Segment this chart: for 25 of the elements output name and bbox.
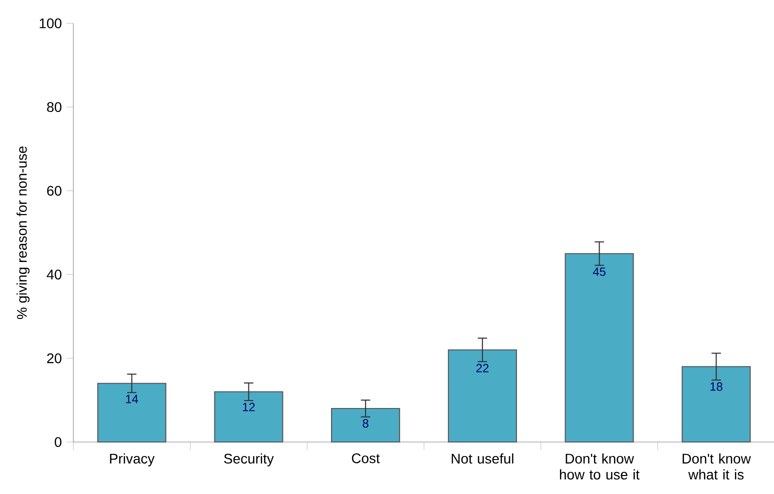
x-tick-label: Don't know what it is [682,453,751,480]
y-tick-label: 60 [47,186,62,196]
bar [564,253,634,443]
y-tick-label: 40 [46,270,62,280]
x-tick-label: Don't know how to use it [560,453,640,480]
x-tick-label: Privacy [110,453,155,466]
x-tick-label: Cost [352,453,380,464]
x-tick-label: Not useful [452,453,514,464]
bar [331,408,400,443]
data-label: 18 [710,382,722,391]
y-tick-label: 80 [47,102,62,112]
data-label: 12 [242,402,255,412]
y-tick-label: 0 [54,437,62,447]
y-axis-title: % giving reason for non-use [16,146,30,319]
bar [97,382,166,443]
bar [448,349,517,443]
data-label: 8 [362,419,368,428]
y-tick-label: 100 [40,18,62,28]
data-label: 22 [476,364,488,372]
data-label: 45 [592,268,606,276]
bar [214,391,284,443]
data-label: 14 [126,394,138,404]
bar [682,366,751,443]
x-tick-label: Security [224,453,274,466]
y-tick-label: 20 [47,353,62,364]
